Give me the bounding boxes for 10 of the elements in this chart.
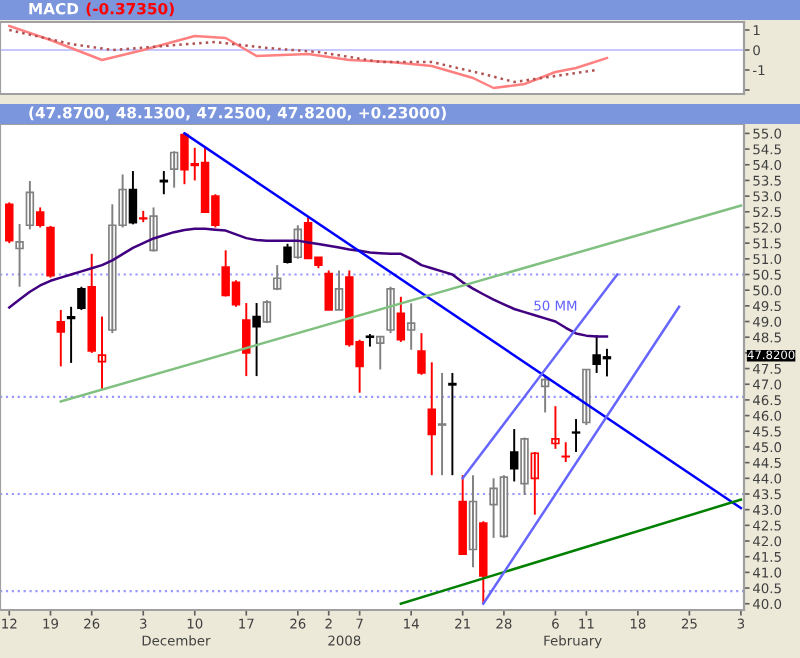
candlestick xyxy=(571,418,581,453)
candlestick xyxy=(365,333,375,348)
candlestick xyxy=(437,371,447,477)
candlestick xyxy=(448,371,457,477)
line-series xyxy=(8,28,598,84)
candlestick xyxy=(283,242,292,265)
candlestick xyxy=(46,224,55,279)
candlestick xyxy=(138,209,148,224)
candlestick xyxy=(561,441,570,463)
line-series xyxy=(8,24,609,90)
